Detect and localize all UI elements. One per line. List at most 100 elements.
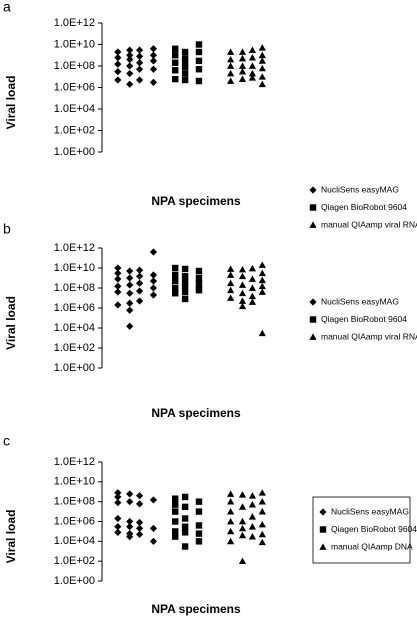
point (136, 59, 144, 67)
point (227, 294, 235, 301)
point (181, 48, 189, 56)
point (227, 271, 235, 278)
point (258, 44, 266, 51)
point (258, 57, 266, 64)
point (136, 279, 144, 287)
point (126, 498, 134, 506)
point (181, 523, 189, 530)
point (181, 503, 189, 511)
point (126, 322, 134, 330)
y-tick-label: 1.0E+02 (54, 124, 95, 136)
point (181, 288, 189, 296)
legend-label: Qiagen BioRobot 9604 (331, 524, 417, 534)
point (114, 489, 122, 497)
point (172, 52, 179, 59)
point (258, 276, 266, 284)
point (181, 543, 189, 550)
point (149, 271, 158, 279)
point (248, 62, 256, 69)
point (248, 501, 256, 508)
point (126, 80, 134, 88)
y-tick-label: 1.0E+06 (54, 302, 95, 314)
point (136, 500, 144, 508)
point (238, 265, 247, 273)
point (227, 279, 235, 287)
point (126, 69, 134, 78)
point (238, 48, 247, 55)
point (136, 287, 144, 295)
point (227, 498, 235, 505)
point (258, 269, 266, 277)
point (195, 498, 203, 505)
point (114, 68, 122, 76)
y-tick-label: 1.0E+04 (54, 535, 95, 547)
legend-marker (319, 526, 327, 533)
point (227, 77, 235, 84)
y-tick-label: 1.0E+10 (54, 38, 95, 50)
point (238, 491, 247, 498)
y-axis-title: Viral load (4, 76, 18, 130)
point (149, 277, 158, 285)
panel-label: a (3, 0, 11, 15)
point (258, 489, 266, 496)
point (227, 286, 235, 294)
y-tick-label: 1.0E+02 (54, 555, 95, 567)
legend-label: manual QIAamp DNA (331, 541, 413, 551)
legend-label: NucliSens easyMAG (321, 184, 399, 194)
point (172, 271, 179, 279)
point (248, 54, 256, 61)
point (195, 57, 203, 65)
point (238, 531, 247, 539)
point (195, 530, 203, 537)
y-tick-label: 1.0E+06 (54, 81, 95, 93)
point (181, 273, 189, 280)
point (172, 277, 179, 285)
point (195, 66, 203, 73)
point (126, 299, 134, 307)
legend-label: Qiagen BioRobot 9604 (321, 314, 407, 324)
point (258, 507, 266, 515)
point (126, 523, 134, 531)
point (195, 48, 203, 56)
x-axis-title: NPA specimens (151, 602, 241, 616)
point (248, 275, 256, 282)
point (181, 55, 189, 62)
point (258, 288, 266, 295)
point (126, 46, 134, 54)
point (258, 73, 266, 80)
point (227, 265, 235, 272)
point (172, 284, 179, 292)
y-tick-label: 1.0E+12 (54, 17, 95, 29)
legend-marker (309, 204, 317, 211)
legend-marker (309, 186, 317, 194)
point (181, 63, 189, 71)
point (136, 76, 144, 84)
point (149, 537, 158, 545)
point (258, 329, 266, 337)
point (195, 522, 203, 529)
point (238, 297, 247, 304)
point (227, 48, 235, 55)
point (126, 490, 134, 498)
point (114, 523, 122, 531)
point (114, 275, 122, 283)
point (248, 533, 256, 540)
point (172, 45, 179, 52)
point (248, 69, 256, 77)
point (114, 269, 122, 277)
point (238, 272, 247, 280)
y-tick-label: 1.0E+10 (54, 262, 95, 274)
point (126, 533, 134, 541)
point (227, 490, 235, 497)
point (149, 284, 158, 292)
point (126, 289, 134, 297)
point (258, 520, 266, 528)
point (136, 524, 144, 533)
point (248, 523, 256, 530)
point (126, 306, 134, 314)
point (149, 45, 158, 53)
point (114, 288, 122, 296)
point (172, 59, 179, 66)
y-tick-label: 1.0E+08 (54, 496, 95, 508)
y-tick-label: 1.0E+00 (54, 575, 95, 587)
